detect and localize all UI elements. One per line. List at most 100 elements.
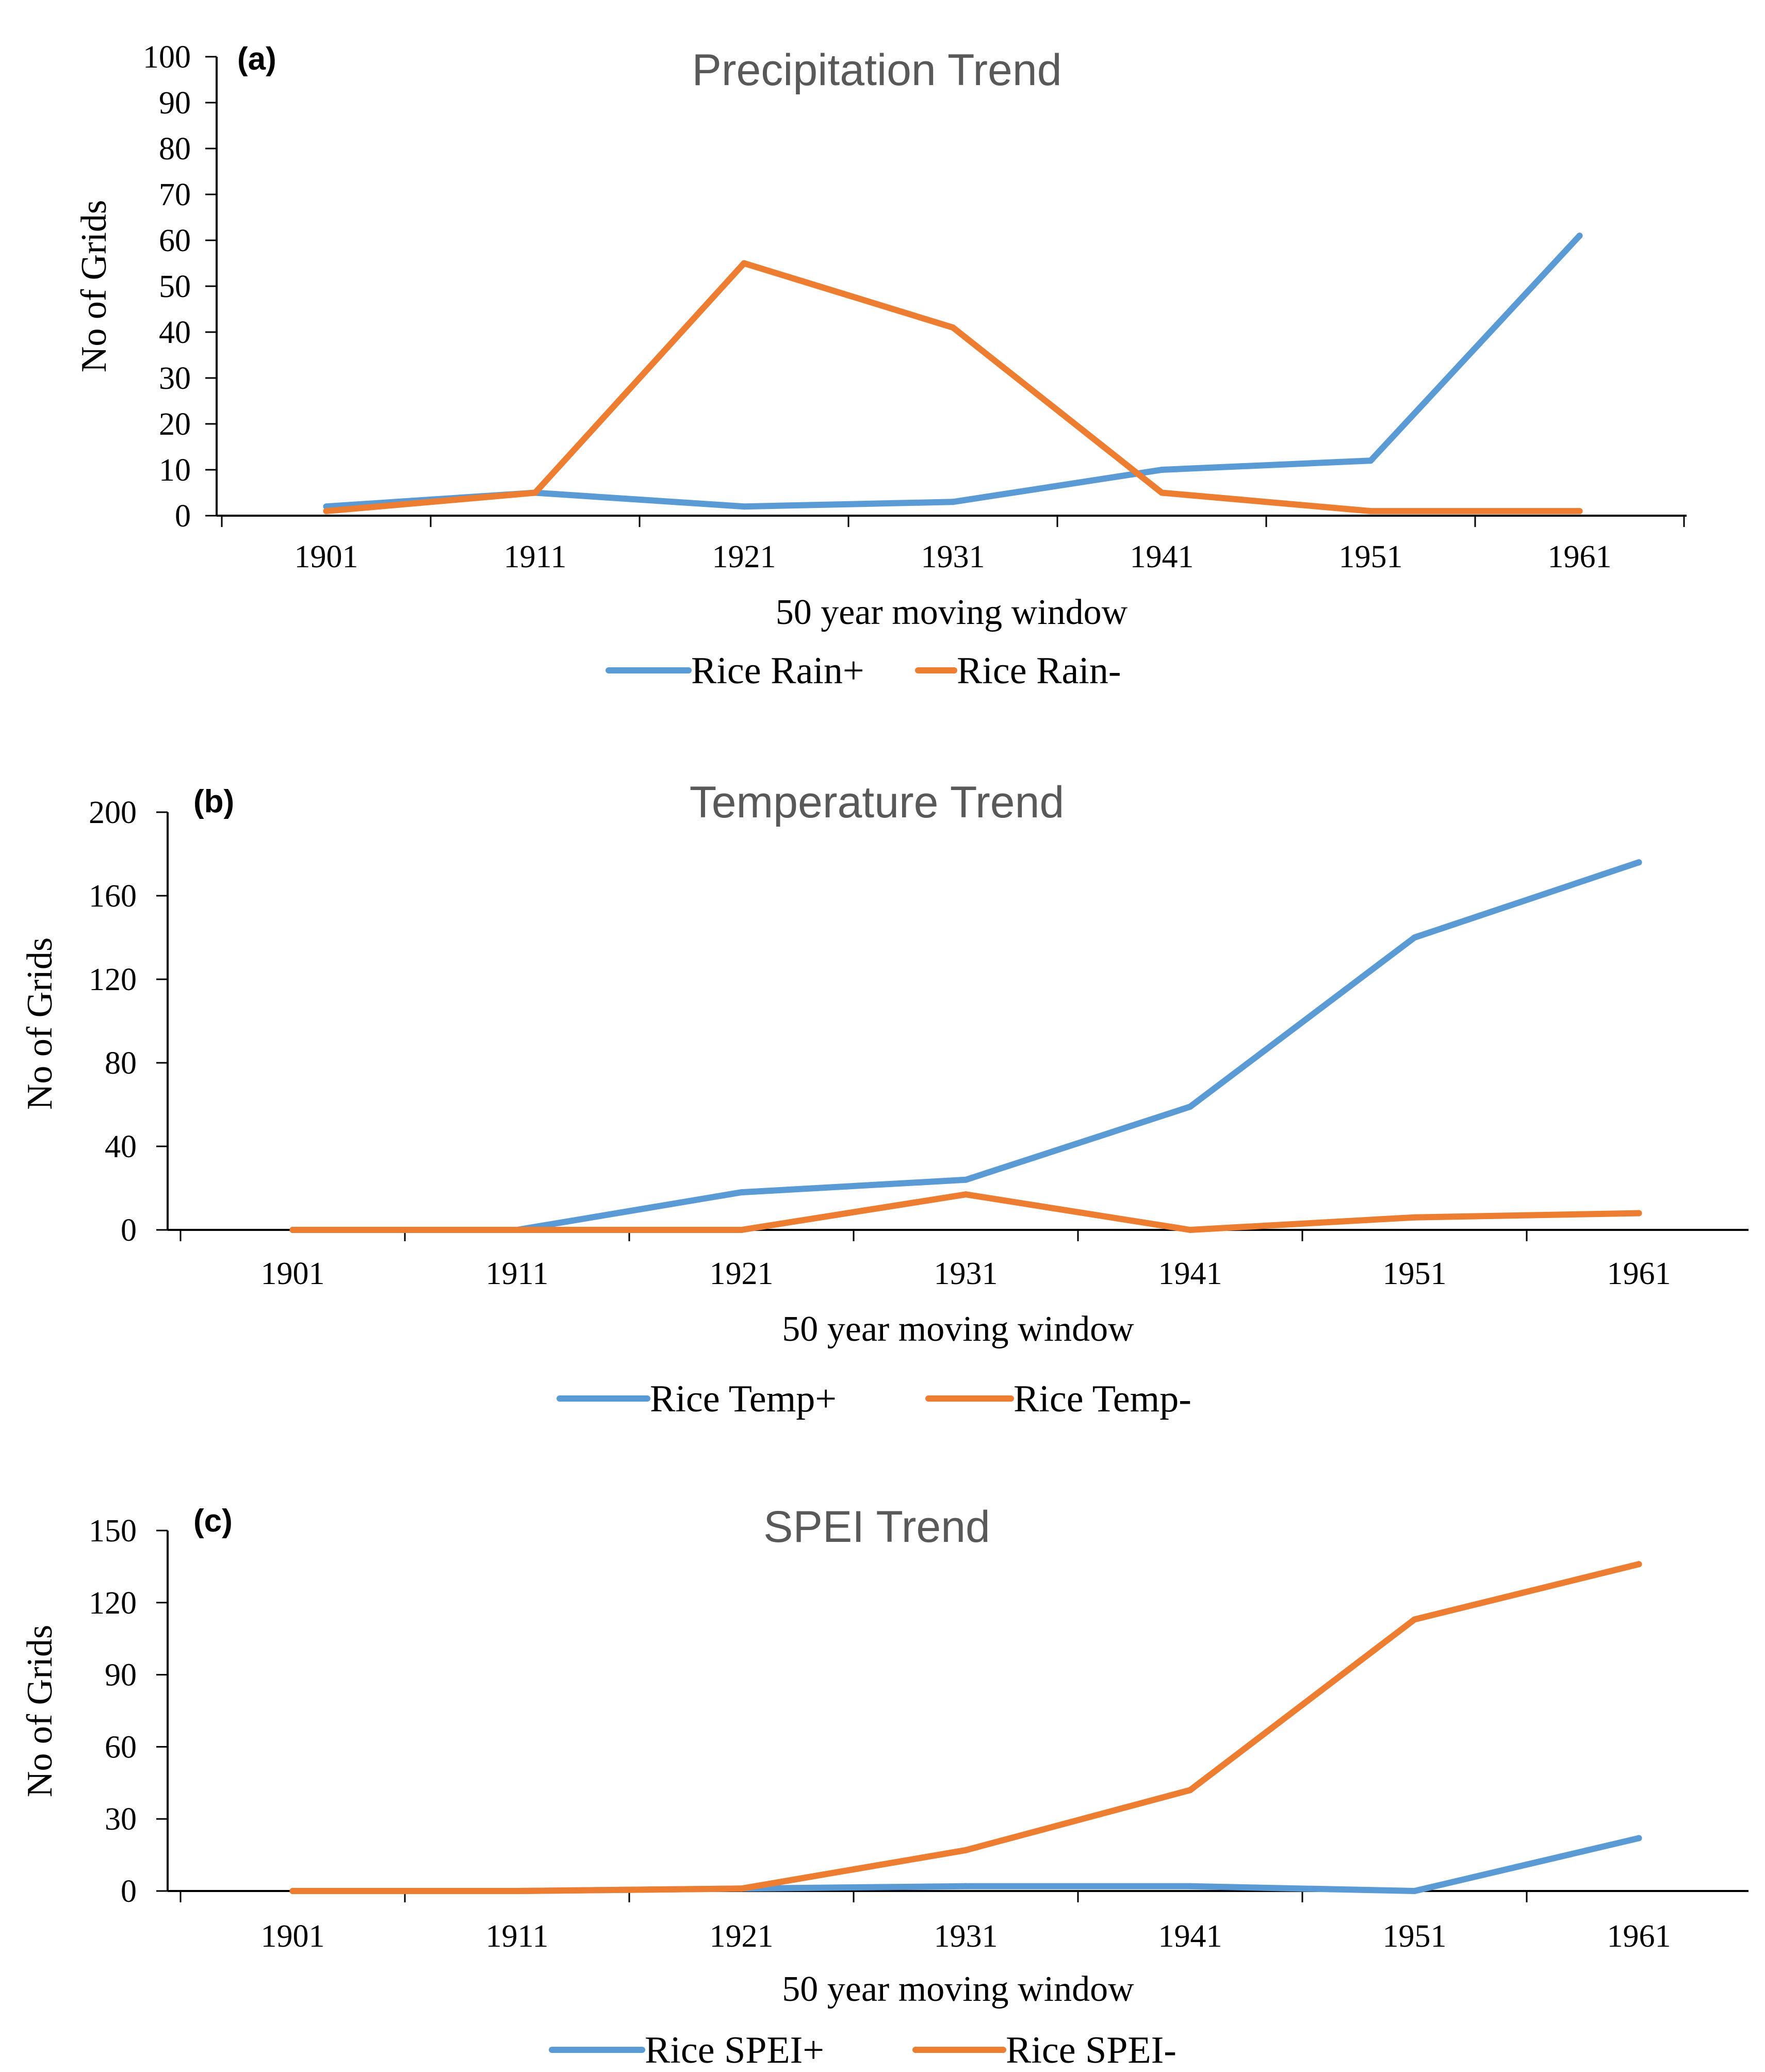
data-point <box>738 1189 745 1196</box>
data-point <box>950 324 956 331</box>
data-point <box>1187 1104 1194 1110</box>
x-tick-label: 1951 <box>1383 1256 1447 1291</box>
x-tick-label: 1961 <box>1548 539 1612 574</box>
x-tick-label: 1961 <box>1607 1256 1671 1291</box>
x-tick-label: 1921 <box>710 1256 774 1291</box>
y-tick-label: 40 <box>159 315 191 350</box>
y-tick-label: 20 <box>159 407 191 442</box>
x-tick-label: 1941 <box>1158 1256 1222 1291</box>
x-tick-label: 1901 <box>261 1256 325 1291</box>
series-line-positive <box>323 233 1583 510</box>
data-point <box>950 499 956 505</box>
data-point <box>1367 457 1374 464</box>
series-line-positive <box>289 859 1642 1233</box>
y-tick-label: 90 <box>159 86 191 121</box>
y-tick-label: 120 <box>89 962 137 997</box>
x-tick-label: 1901 <box>295 539 358 574</box>
y-tick-label: 30 <box>105 1802 137 1837</box>
data-point <box>962 1883 969 1889</box>
data-point <box>1158 467 1165 473</box>
y-tick-label: 160 <box>89 879 137 914</box>
y-tick-label: 150 <box>89 1514 137 1549</box>
legend-label: Rice Rain+ <box>691 650 864 692</box>
chart-title: Temperature Trend <box>690 778 1065 827</box>
y-tick-label: 120 <box>89 1586 137 1621</box>
data-point <box>1636 859 1642 866</box>
y-tick-label: 100 <box>143 40 191 75</box>
x-tick-label: 1941 <box>1158 1919 1222 1954</box>
data-point <box>1411 1214 1418 1221</box>
data-point <box>1636 1835 1642 1841</box>
x-tick-label: 1931 <box>934 1919 998 1954</box>
data-point <box>1411 1616 1418 1623</box>
data-point <box>741 260 747 267</box>
legend-label: Rice SPEI- <box>1006 2029 1176 2071</box>
series-line-negative <box>289 1561 1642 1894</box>
chart-panel-1: (a) Precipitation Trend 0 10 20 30 40 50 60 70 80 9… <box>74 40 1687 692</box>
data-point <box>1187 1883 1194 1889</box>
legend-label: Rice Rain- <box>957 650 1121 692</box>
data-point <box>1411 1888 1418 1894</box>
panel-label: (a) <box>237 41 276 77</box>
y-tick-label: 200 <box>89 795 137 830</box>
y-tick-label: 80 <box>105 1046 137 1081</box>
y-tick-label: 60 <box>159 223 191 258</box>
legend: Rice SPEI+ Rice SPEI- <box>549 2029 1176 2071</box>
x-axis-title: 50 year moving window <box>782 1309 1134 1349</box>
x-axis-title: 50 year moving window <box>782 1969 1134 2009</box>
y-tick-label: 30 <box>159 361 191 396</box>
y-axis-title: No of Grids <box>20 1625 60 1797</box>
data-point <box>1576 233 1583 239</box>
data-point <box>962 1176 969 1183</box>
data-point <box>738 1885 745 1892</box>
data-point <box>514 1888 520 1894</box>
y-tick-label: 0 <box>121 1213 137 1248</box>
data-point <box>514 1227 520 1233</box>
chart-panel-2: (b) Temperature Trend 0 40 80 120 160 200 1901 19… <box>20 778 1748 1420</box>
data-point <box>532 489 538 496</box>
data-point <box>1158 489 1165 496</box>
x-tick-label: 1951 <box>1339 539 1403 574</box>
data-point <box>1187 1787 1194 1794</box>
y-tick-label: 90 <box>105 1658 137 1693</box>
data-point <box>1636 1210 1642 1216</box>
y-axis-title: No of Grids <box>74 200 114 372</box>
data-point <box>738 1227 745 1233</box>
chart-panel-3: (c) SPEI Trend 0 30 60 90 120 150 1901 1911 1921 19… <box>20 1502 1748 2071</box>
data-point <box>962 1191 969 1198</box>
y-tick-label: 0 <box>121 1874 137 1909</box>
series-line-negative <box>289 1191 1642 1233</box>
data-point <box>1367 508 1374 515</box>
data-point <box>1187 1227 1194 1233</box>
x-tick-label: 1911 <box>486 1919 549 1954</box>
data-point <box>1411 934 1418 941</box>
y-tick-label: 70 <box>159 177 191 212</box>
x-tick-label: 1961 <box>1607 1919 1671 1954</box>
x-tick-label: 1931 <box>934 1256 998 1291</box>
y-tick-label: 80 <box>159 131 191 167</box>
panel-label: (c) <box>193 1503 233 1539</box>
x-tick-label: 1921 <box>712 539 776 574</box>
series-line-positive <box>289 1835 1642 1894</box>
x-tick-label: 1911 <box>486 1256 549 1291</box>
data-point <box>323 508 330 515</box>
data-point <box>1576 508 1583 515</box>
legend: Rice Temp+ Rice Temp- <box>557 1378 1191 1420</box>
x-tick-label: 1921 <box>710 1919 774 1954</box>
y-tick-label: 0 <box>175 499 191 534</box>
legend-label: Rice Temp+ <box>650 1378 837 1420</box>
data-point <box>962 1847 969 1853</box>
y-tick-label: 50 <box>159 269 191 304</box>
data-point <box>1636 1561 1642 1568</box>
x-axis-title: 50 year moving window <box>776 593 1128 632</box>
x-tick-label: 1931 <box>921 539 985 574</box>
x-tick-label: 1951 <box>1383 1919 1447 1954</box>
x-tick-label: 1941 <box>1130 539 1194 574</box>
y-tick-label: 10 <box>159 453 191 488</box>
legend-label: Rice SPEI+ <box>645 2029 824 2071</box>
y-tick-label: 60 <box>105 1730 137 1765</box>
legend-label: Rice Temp- <box>1014 1378 1191 1420</box>
x-tick-label: 1911 <box>504 539 567 574</box>
series-line-negative <box>323 260 1583 515</box>
